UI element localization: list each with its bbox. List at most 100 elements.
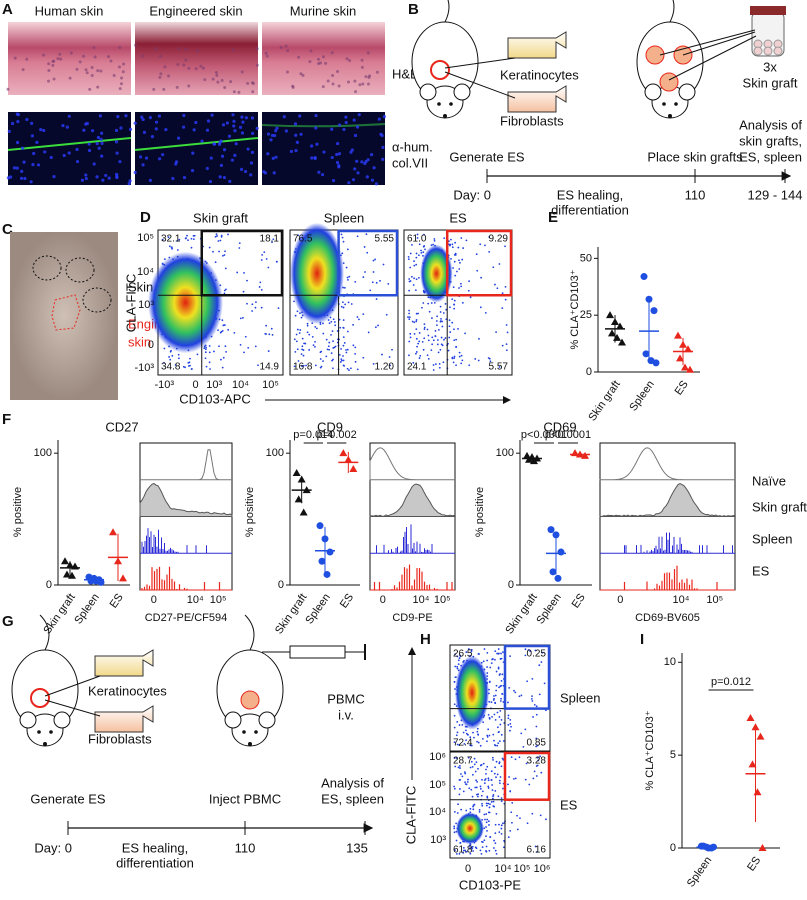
event: [453, 831, 456, 834]
cell: [354, 90, 358, 94]
nucleus: [220, 154, 225, 158]
dot: [318, 557, 326, 565]
cell: [348, 59, 352, 63]
category-label: Skin graft: [586, 379, 622, 424]
event: [450, 257, 452, 260]
nucleus: [96, 135, 100, 140]
event: [494, 694, 497, 697]
plot-title: Spleen: [324, 210, 364, 225]
dot: [748, 760, 757, 768]
nucleus: [52, 174, 56, 179]
event: [472, 808, 475, 811]
event: [421, 340, 424, 343]
event: [223, 254, 226, 256]
event: [531, 695, 533, 698]
nucleus: [29, 180, 33, 184]
event: [520, 732, 523, 735]
cell: [360, 65, 364, 69]
event: [497, 742, 500, 745]
event: [467, 778, 469, 781]
event: [501, 693, 504, 696]
event: [408, 354, 410, 357]
cell: [184, 58, 188, 62]
event: [461, 775, 464, 778]
event: [457, 766, 460, 769]
y-tick-label: 0: [586, 366, 592, 378]
event: [346, 367, 349, 370]
event: [342, 306, 345, 309]
event: [414, 289, 417, 292]
x-tick-label: 10⁴: [495, 863, 512, 875]
event: [454, 653, 457, 656]
event: [494, 849, 497, 852]
quadrant-value: 34.8: [161, 362, 181, 373]
event: [415, 337, 418, 340]
interval-label: differentiation: [551, 202, 629, 217]
event: [497, 652, 500, 655]
event: [416, 345, 418, 348]
event: [224, 267, 227, 270]
event: [222, 356, 225, 359]
event: [459, 655, 462, 658]
quadrant-value: 32.1: [161, 234, 181, 245]
nucleus: [100, 131, 104, 135]
event: [177, 353, 180, 356]
event: [487, 779, 490, 782]
nucleus: [182, 113, 186, 118]
event: [342, 336, 345, 338]
event: [473, 757, 476, 760]
density: [456, 812, 484, 845]
event: [449, 331, 452, 333]
event: [408, 318, 411, 321]
event: [463, 742, 466, 745]
axis-label: CD103-PE: [459, 877, 521, 892]
event: [473, 763, 476, 766]
cell: [358, 83, 362, 87]
event: [484, 311, 487, 314]
event: [500, 832, 503, 835]
nucleus: [140, 115, 144, 119]
nucleus: [30, 121, 34, 125]
event: [204, 348, 207, 351]
event: [518, 756, 521, 759]
p-value: p<0.0001: [545, 429, 591, 441]
nucleus: [240, 115, 244, 119]
nucleus: [158, 157, 162, 161]
cell: [112, 73, 116, 77]
event: [308, 333, 311, 336]
event: [328, 322, 331, 325]
event: [482, 660, 485, 663]
event: [456, 731, 459, 734]
event: [535, 737, 538, 740]
event: [325, 338, 328, 341]
event: [477, 767, 479, 770]
nucleus: [299, 132, 303, 136]
nucleus: [289, 149, 294, 154]
cell: [154, 47, 158, 51]
cell: [251, 90, 255, 94]
category-label: Skin graft: [503, 592, 539, 637]
nucleus: [133, 121, 137, 125]
event: [499, 776, 502, 778]
nucleus: [174, 162, 178, 166]
nucleus: [272, 171, 276, 175]
event: [460, 237, 463, 239]
event: [485, 850, 487, 852]
he-image: [135, 22, 258, 95]
flask: [94, 649, 154, 677]
line: [682, 31, 756, 56]
event: [454, 274, 457, 277]
event: [493, 772, 496, 775]
event: [434, 330, 437, 332]
event: [223, 289, 226, 292]
graft: [753, 46, 763, 56]
event: [208, 351, 211, 354]
event: [487, 357, 490, 359]
nucleus: [127, 181, 131, 186]
nucleus: [269, 138, 273, 142]
quadrant-value: 18.1: [260, 234, 280, 245]
event: [411, 275, 413, 278]
cell: [99, 69, 103, 73]
nucleus: [241, 120, 245, 124]
